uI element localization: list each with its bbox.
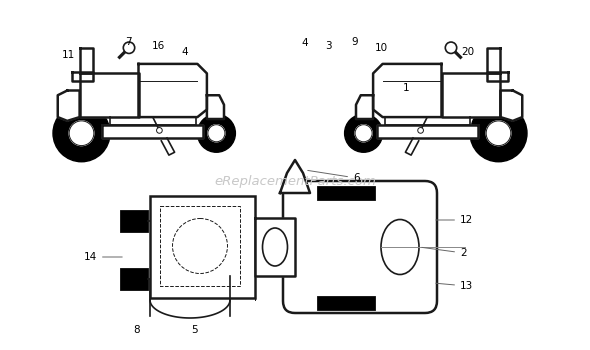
Text: 10: 10 [375,43,388,53]
Circle shape [208,125,225,142]
Polygon shape [255,218,295,276]
Polygon shape [161,138,175,155]
Text: 16: 16 [152,41,165,51]
Polygon shape [110,117,195,125]
Text: 14: 14 [84,252,122,262]
FancyBboxPatch shape [283,181,437,313]
Bar [120,210,148,232]
Text: 4: 4 [182,47,188,57]
Text: 6: 6 [308,170,360,183]
Polygon shape [72,71,93,81]
Text: 2: 2 [422,247,467,258]
Text: 1: 1 [403,83,409,93]
Polygon shape [373,64,441,117]
Polygon shape [103,125,203,138]
Polygon shape [80,48,93,74]
Polygon shape [356,95,373,119]
Text: 13: 13 [436,281,473,291]
Text: 8: 8 [134,325,140,335]
Polygon shape [80,74,139,117]
Text: 4: 4 [301,38,309,48]
Bar [150,196,255,298]
Circle shape [345,114,382,152]
Polygon shape [441,74,500,117]
Circle shape [355,125,372,142]
Circle shape [69,121,94,146]
Circle shape [198,114,235,152]
Circle shape [53,105,110,162]
Bar [160,206,240,286]
Text: 3: 3 [324,41,332,51]
Polygon shape [377,125,477,138]
Circle shape [123,42,135,54]
Circle shape [445,42,457,54]
Circle shape [470,105,527,162]
Polygon shape [207,95,224,119]
Ellipse shape [263,228,287,266]
Circle shape [156,127,162,133]
Text: 12: 12 [436,215,473,225]
Bar [317,186,375,200]
Circle shape [486,121,511,146]
Polygon shape [139,64,207,117]
Bar [120,268,148,290]
Text: 11: 11 [61,50,74,60]
Bar [317,296,375,310]
Text: 9: 9 [352,37,358,47]
Ellipse shape [381,219,419,274]
Polygon shape [280,160,310,193]
Circle shape [418,127,424,133]
Polygon shape [58,91,80,121]
Polygon shape [500,91,522,121]
Polygon shape [385,117,470,125]
Polygon shape [487,48,500,74]
Text: 7: 7 [124,37,132,47]
Text: 20: 20 [461,47,474,57]
Polygon shape [405,138,419,155]
Polygon shape [487,71,508,81]
Text: eReplacementParts.com: eReplacementParts.com [214,175,376,189]
Text: 5: 5 [192,325,198,335]
